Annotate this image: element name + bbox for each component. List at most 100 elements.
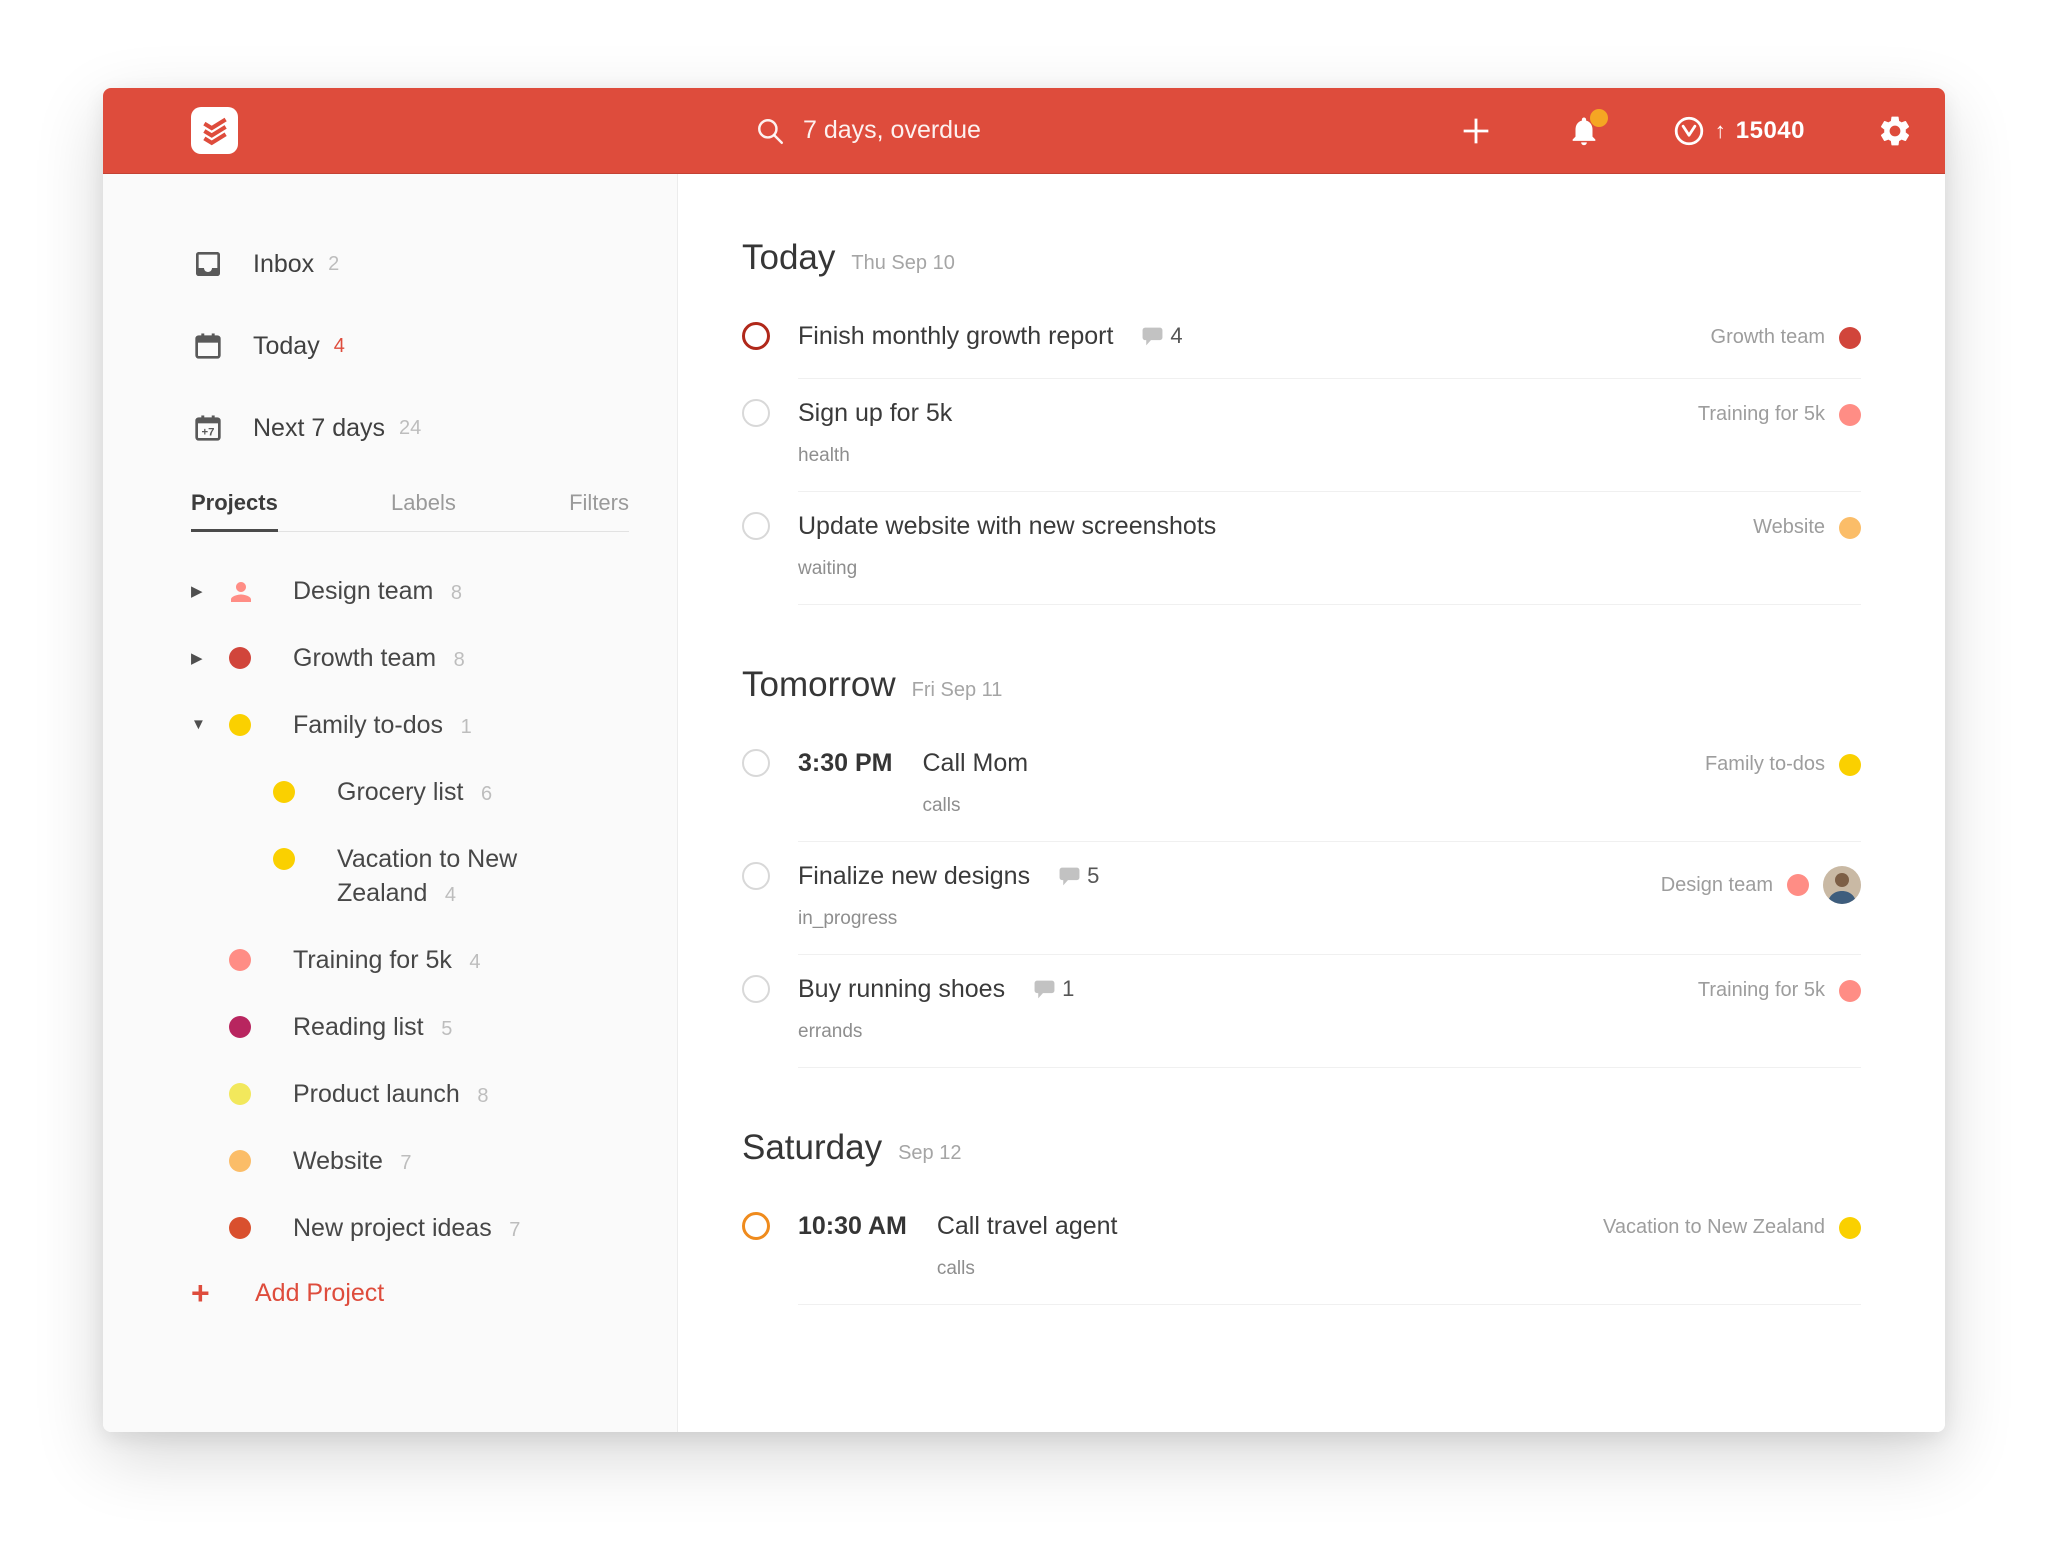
triangle-right-icon[interactable]: ▶ xyxy=(191,650,203,667)
section-tasks: 10:30 AM Call travel agent calls Vacatio… xyxy=(742,1192,1861,1305)
project-text: Design team 8 xyxy=(293,574,462,610)
task-title-line: Call travel agent xyxy=(937,1208,1118,1244)
task-title-line: Finalize new designs 5 xyxy=(798,858,1099,894)
task-main: Finalize new designs 5 in_progress xyxy=(798,858,1099,930)
settings-button[interactable] xyxy=(1877,113,1913,149)
task-project-label[interactable]: Growth team xyxy=(1710,326,1825,348)
task-context-label[interactable]: calls xyxy=(922,795,961,816)
avatar-image xyxy=(1823,866,1861,904)
project-item[interactable]: ▶ Design team 8 xyxy=(191,574,629,610)
task-context-label[interactable]: waiting xyxy=(798,558,858,579)
project-item[interactable]: Website 7 xyxy=(191,1144,629,1180)
project-color-dot xyxy=(273,848,295,870)
project-color-dot xyxy=(229,1217,251,1239)
project-count: 5 xyxy=(435,1018,453,1040)
task-meta: Training for 5k xyxy=(1674,403,1861,426)
header-main: 7 days, overdue xyxy=(678,88,1945,173)
task-project-label[interactable]: Website xyxy=(1753,516,1825,538)
task-project-label[interactable]: Design team xyxy=(1660,873,1773,896)
section-title: Saturday xyxy=(742,1128,883,1167)
sidebar-item-today[interactable]: Today 4 xyxy=(191,318,629,374)
triangle-right-icon xyxy=(235,775,273,783)
nav-count: 2 xyxy=(328,252,340,275)
project-item[interactable]: ▼ Family to-dos 1 xyxy=(191,708,629,744)
karma-trend-arrow: ↑ xyxy=(1714,117,1726,143)
karma-score[interactable]: ↑ 15040 xyxy=(1673,115,1805,147)
project-item[interactable]: ▶ Growth team 8 xyxy=(191,641,629,677)
task-context-label[interactable]: calls xyxy=(936,1258,975,1279)
project-count: 4 xyxy=(463,951,481,973)
project-item[interactable]: Reading list 5 xyxy=(191,1010,629,1046)
project-item[interactable]: Product launch 8 xyxy=(191,1077,629,1113)
nav-count: 4 xyxy=(333,334,345,357)
task-project-label[interactable]: Training for 5k xyxy=(1697,979,1825,1001)
header-actions: ↑ 15040 xyxy=(1457,108,1913,150)
sidebar-item-next-7-days[interactable]: +7 Next 7 days 24 xyxy=(191,400,629,456)
triangle-right-icon xyxy=(191,1211,229,1219)
task-section: Tomorrow Fri Sep 11 3:30 PM Call Mom call… xyxy=(742,665,1861,1068)
task-meta: Family to-dos xyxy=(1681,753,1861,776)
project-item[interactable]: Vacation to New Zealand 4 xyxy=(235,842,629,912)
tab-filters[interactable]: Filters xyxy=(569,490,629,515)
sidebar-item-inbox[interactable]: Inbox 2 xyxy=(191,236,629,292)
task-title[interactable]: Update website with new screenshots xyxy=(798,512,1217,540)
task-title[interactable]: Finish monthly growth report xyxy=(798,322,1114,350)
project-count: 1 xyxy=(455,716,472,738)
task-context-label[interactable]: errands xyxy=(798,1021,863,1042)
task-title[interactable]: Buy running shoes xyxy=(798,975,1006,1003)
task-project-label[interactable]: Training for 5k xyxy=(1697,403,1825,425)
task-title-line: Buy running shoes 1 xyxy=(798,971,1074,1007)
project-item[interactable]: Grocery list 6 xyxy=(235,775,629,811)
task-title[interactable]: Finalize new designs xyxy=(798,862,1031,890)
notifications-button[interactable] xyxy=(1567,108,1608,148)
project-text: Training for 5k 4 xyxy=(293,943,481,979)
task-main: Sign up for 5k health xyxy=(798,395,952,467)
project-count: 7 xyxy=(503,1219,521,1241)
project-color-dot xyxy=(229,1083,251,1105)
task-checkbox[interactable] xyxy=(742,749,770,777)
task-context-label[interactable]: health xyxy=(798,445,850,466)
task-title[interactable]: Sign up for 5k xyxy=(798,399,953,427)
gear-icon xyxy=(1880,116,1910,145)
task-main: Buy running shoes 1 errands xyxy=(798,971,1074,1043)
comment-indicator[interactable]: 1 xyxy=(1033,971,1074,1007)
project-color-dot xyxy=(229,1016,251,1038)
todoist-logo xyxy=(191,107,238,154)
comment-count: 5 xyxy=(1087,863,1100,888)
project-icon xyxy=(229,1010,293,1038)
task-checkbox[interactable] xyxy=(742,512,770,540)
section-tasks: Finish monthly growth report 4 Growth te… xyxy=(742,302,1861,605)
project-text: Grocery list 6 xyxy=(337,775,492,811)
task-main: Update website with new screenshots wait… xyxy=(798,508,1216,580)
task-title[interactable]: Call Mom xyxy=(922,749,1029,777)
tab-projects[interactable]: Projects xyxy=(191,490,278,532)
task-title-line: Call Mom xyxy=(922,745,1028,781)
triangle-right-icon[interactable]: ▶ xyxy=(191,583,203,600)
triangle-down-icon[interactable]: ▼ xyxy=(191,716,206,733)
task-checkbox[interactable] xyxy=(742,322,770,350)
task-context-label[interactable]: in_progress xyxy=(798,908,898,929)
task-checkbox[interactable] xyxy=(742,862,770,890)
tab-labels[interactable]: Labels xyxy=(391,490,456,515)
project-text: Growth team 8 xyxy=(293,641,465,677)
comment-indicator[interactable]: 4 xyxy=(1141,318,1183,354)
add-task-button[interactable] xyxy=(1457,112,1495,150)
task-project-label[interactable]: Vacation to New Zealand xyxy=(1603,1216,1825,1238)
project-item[interactable]: New project ideas 7 xyxy=(191,1211,629,1247)
project-color-dot xyxy=(229,949,251,971)
task-checkbox[interactable] xyxy=(742,975,770,1003)
triangle-right-icon xyxy=(191,1077,229,1085)
task-title-line: Sign up for 5k xyxy=(798,395,952,431)
assignee-avatar[interactable] xyxy=(1823,866,1861,904)
project-item[interactable]: Training for 5k 4 xyxy=(191,943,629,979)
task-row: Update website with new screenshots wait… xyxy=(742,492,1861,605)
task-title[interactable]: Call travel agent xyxy=(936,1212,1118,1240)
task-time: 10:30 AM xyxy=(798,1212,907,1240)
comment-indicator[interactable]: 5 xyxy=(1058,858,1099,894)
task-checkbox[interactable] xyxy=(742,399,770,427)
search-bar[interactable]: 7 days, overdue xyxy=(755,116,1457,146)
add-project-button[interactable]: + Add Project xyxy=(191,1277,629,1309)
task-checkbox[interactable] xyxy=(742,1212,770,1240)
task-project-label[interactable]: Family to-dos xyxy=(1704,753,1825,775)
